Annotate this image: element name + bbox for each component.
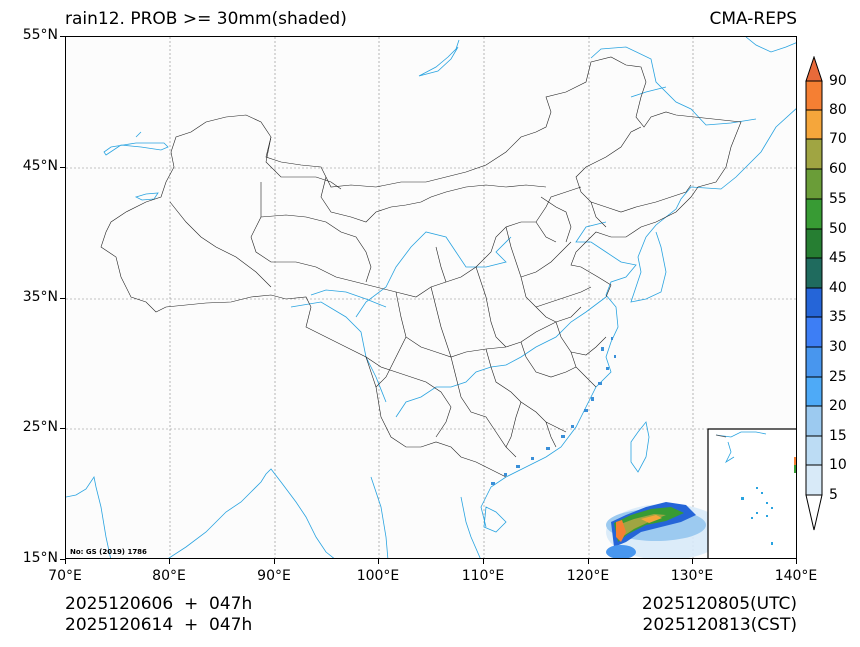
init-time-cst: 2025120614 + 047h (65, 615, 253, 635)
y-tick-mark (60, 428, 65, 429)
colorbar-label-25: 25 (829, 369, 847, 385)
y-tick-mark (60, 298, 65, 299)
colorbar-label-10: 10 (829, 457, 847, 473)
x-tick-110e: 110°E (461, 568, 505, 584)
x-tick-130e: 130°E (670, 568, 714, 584)
x-tick-mark (483, 559, 484, 564)
gridlines (66, 37, 796, 558)
precip-band (606, 502, 726, 558)
y-tick-mark (60, 167, 65, 168)
x-tick-mark (274, 559, 275, 564)
valid-time-utc: 2025120805(UTC) (641, 594, 797, 614)
y-tick-25n: 25°N (22, 419, 58, 435)
colorbar-label-15: 15 (829, 428, 847, 444)
colorbar-label-30: 30 (829, 339, 847, 355)
x-tick-80e: 80°E (152, 568, 186, 584)
model-name: CMA-REPS (709, 9, 797, 29)
colorbar-label-90: 90 (829, 73, 847, 89)
plot-title: rain12. PROB >= 30mm(shaded) (65, 9, 347, 29)
y-tick-mark (60, 559, 65, 560)
y-tick-45n: 45°N (22, 158, 58, 174)
colorbar-label-50: 50 (829, 221, 847, 237)
map-approval-number: No: GS (2019) 1786 (70, 548, 147, 556)
map-plot-area: No: GS (2019) 1786 (65, 36, 797, 559)
x-tick-70e: 70°E (48, 568, 82, 584)
x-tick-mark (378, 559, 379, 564)
colorbar-label-60: 60 (829, 161, 847, 177)
colorbar-label-80: 80 (829, 102, 847, 118)
x-tick-140e: 140°E (774, 568, 818, 584)
x-tick-mark (169, 559, 170, 564)
x-tick-90e: 90°E (257, 568, 291, 584)
y-tick-35n: 35°N (22, 289, 58, 305)
x-tick-100e: 100°E (356, 568, 400, 584)
colorbar-label-70: 70 (829, 131, 847, 147)
x-tick-mark (796, 559, 797, 564)
x-tick-mark (588, 559, 589, 564)
colorbar (805, 56, 823, 531)
map-canvas (66, 37, 796, 558)
colorbar-label-20: 20 (829, 398, 847, 414)
y-tick-55n: 55°N (22, 27, 58, 43)
x-tick-mark (692, 559, 693, 564)
coastlines (66, 37, 796, 558)
colorbar-label-35: 35 (829, 309, 847, 325)
x-tick-mark (65, 559, 66, 564)
y-tick-15n: 15°N (22, 550, 58, 566)
coastal-precip (491, 337, 616, 485)
init-time-utc: 2025120606 + 047h (65, 594, 253, 614)
borders (100, 56, 742, 478)
colorbar-label-45: 45 (829, 250, 847, 266)
colorbar-label-40: 40 (829, 280, 847, 296)
colorbar-label-5: 5 (829, 487, 838, 503)
y-tick-mark (60, 36, 65, 37)
colorbar-label-55: 55 (829, 191, 847, 207)
x-tick-120e: 120°E (566, 568, 610, 584)
south-china-sea-inset (707, 428, 796, 558)
valid-time-cst: 2025120813(CST) (642, 615, 797, 635)
